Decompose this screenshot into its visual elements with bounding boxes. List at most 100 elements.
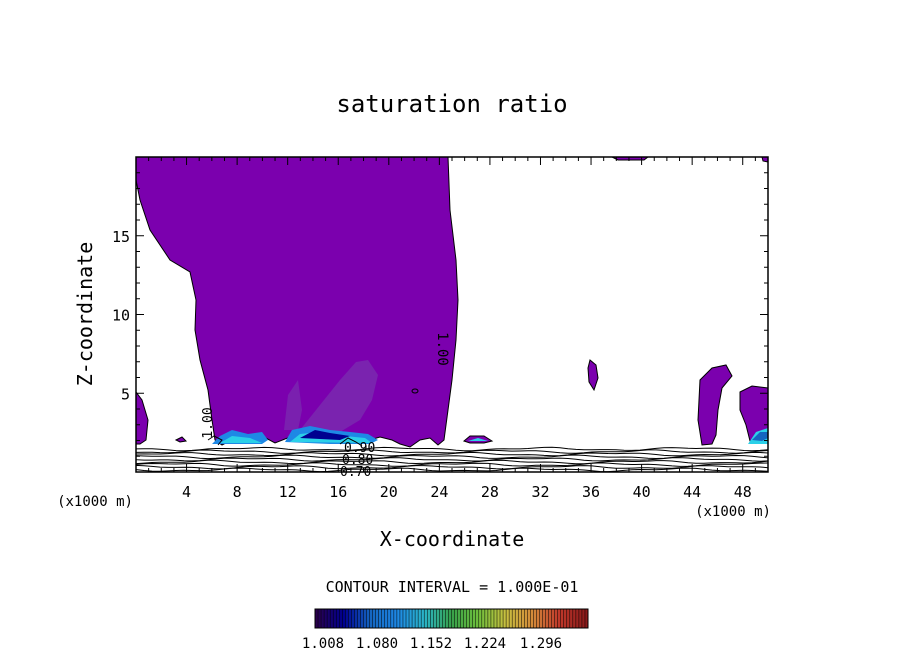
colorbar-swatch bbox=[421, 609, 425, 628]
colorbar-swatch bbox=[572, 609, 577, 628]
contour-interval: CONTOUR INTERVAL = 1.000E-01 bbox=[326, 578, 579, 596]
colorbar-swatch bbox=[333, 609, 337, 628]
contour-label: 1.00 bbox=[201, 407, 216, 438]
colorbar-swatch bbox=[463, 609, 467, 628]
colorbar-swatch bbox=[515, 609, 519, 628]
colorbar-swatch bbox=[418, 609, 422, 628]
colorbar-swatch bbox=[575, 609, 580, 628]
x-tick-label: 48 bbox=[734, 483, 752, 501]
colorbar-swatch bbox=[506, 609, 510, 628]
contour-segment bbox=[207, 435, 223, 446]
interior-shading-2 bbox=[284, 380, 302, 430]
colorbar-swatch bbox=[500, 609, 504, 628]
x-tick-label: 4 bbox=[182, 483, 191, 501]
colorbar-swatch bbox=[542, 609, 546, 628]
colorbar-swatch bbox=[484, 609, 489, 628]
colorbar-swatch bbox=[536, 609, 540, 628]
colorbar-swatch bbox=[378, 609, 383, 628]
y-axis-label: Z-coordinate bbox=[73, 242, 97, 387]
colorbar-swatch bbox=[454, 609, 458, 628]
colorbar-swatch bbox=[439, 609, 443, 628]
colorbar-swatch bbox=[530, 609, 534, 628]
colorbar-swatch bbox=[518, 609, 522, 628]
x-axis: 4 8 12 16 20 24 28 32 36 40 44 48 bbox=[148, 157, 756, 501]
colorbar-swatch bbox=[354, 609, 358, 628]
colorbar-swatch bbox=[442, 609, 446, 628]
colorbar-swatch bbox=[445, 609, 449, 628]
colorbar-swatch bbox=[497, 609, 501, 628]
small-contours bbox=[207, 388, 419, 447]
colorbar-swatch bbox=[402, 609, 407, 628]
colorbar-swatch bbox=[409, 609, 413, 628]
colorbar-frame bbox=[314, 608, 589, 629]
colorbar-swatch bbox=[384, 609, 389, 628]
colorbar-swatch bbox=[366, 609, 370, 628]
colorbar-swatch bbox=[560, 609, 565, 628]
colorbar-swatch bbox=[318, 609, 322, 628]
colorbar-swatch bbox=[357, 609, 361, 628]
colorbar-tick-label: 1.008 bbox=[302, 636, 344, 652]
colorbar-swatch bbox=[393, 609, 398, 628]
colorbar-swatch bbox=[527, 609, 531, 628]
colorbar-swatch bbox=[451, 609, 455, 628]
colorbar-swatch bbox=[360, 609, 364, 628]
colorbar-swatch bbox=[487, 609, 492, 628]
colorbar-swatch bbox=[415, 609, 419, 628]
colorbar-swatch bbox=[524, 609, 528, 628]
contour-segment bbox=[339, 437, 363, 447]
colorbar-swatch bbox=[478, 609, 483, 628]
x-tick-label: 12 bbox=[279, 483, 297, 501]
colorbar-swatch bbox=[351, 609, 355, 628]
blob-45 bbox=[697, 364, 733, 446]
colorbar-swatch bbox=[348, 609, 352, 628]
colorbar-swatch bbox=[533, 609, 537, 628]
colorbar-swatch bbox=[327, 609, 331, 628]
contour-label: 0.80 bbox=[342, 453, 373, 468]
ground-contour-line bbox=[135, 446, 769, 452]
colorbar-swatch bbox=[460, 609, 464, 628]
x-tick-label: 16 bbox=[329, 483, 347, 501]
x-axis-label: X-coordinate bbox=[380, 527, 525, 551]
ground-contour-line bbox=[135, 467, 769, 473]
colorbar-swatch bbox=[390, 609, 395, 628]
colorbar-swatch bbox=[563, 609, 568, 628]
colorbar-swatch bbox=[436, 609, 440, 628]
colorbar-swatch bbox=[493, 609, 498, 628]
x-axis-unit-right: (x1000 m) bbox=[695, 504, 771, 520]
colorbar-swatch bbox=[336, 609, 340, 628]
colorbar-swatch bbox=[396, 609, 401, 628]
colorbar-swatch bbox=[342, 609, 346, 628]
colorbar-swatch bbox=[412, 609, 416, 628]
colorbar-swatch bbox=[324, 609, 328, 628]
colorbar-swatch bbox=[509, 609, 513, 628]
colorbar-swatch bbox=[584, 609, 589, 628]
ground-contours bbox=[135, 446, 769, 473]
chart-title: saturation ratio bbox=[336, 90, 567, 118]
x-tick-label: 40 bbox=[633, 483, 651, 501]
colorbar-swatch bbox=[554, 609, 558, 628]
colorbar-tick-label: 1.296 bbox=[520, 636, 562, 652]
colorbar-swatch bbox=[469, 609, 474, 628]
band-right-blue bbox=[752, 432, 768, 441]
contour-label: 1.00 bbox=[434, 332, 450, 366]
tiny-blob bbox=[174, 436, 188, 443]
colorbar-swatch bbox=[375, 609, 379, 628]
colorbar-tick-label: 1.224 bbox=[464, 636, 506, 652]
colorbar-swatch bbox=[381, 609, 386, 628]
colorbar-swatch bbox=[548, 609, 552, 628]
x-tick-label: 44 bbox=[683, 483, 701, 501]
colorbar-swatch bbox=[430, 609, 434, 628]
colorbar-swatch bbox=[372, 609, 376, 628]
ground-contour-line bbox=[135, 462, 769, 467]
colorbar-swatch bbox=[387, 609, 392, 628]
colorbar-swatch bbox=[466, 609, 470, 628]
x-tick-label: 36 bbox=[582, 483, 600, 501]
band-27 bbox=[468, 438, 488, 441]
colorbar-swatch bbox=[472, 609, 477, 628]
colorbar-swatch bbox=[481, 609, 486, 628]
y-axis: 5 10 15 bbox=[112, 172, 768, 457]
colorbar-swatch bbox=[433, 609, 437, 628]
colorbar-swatch bbox=[545, 609, 549, 628]
colorbar-swatch bbox=[557, 609, 561, 628]
colorbar-swatch bbox=[345, 609, 349, 628]
